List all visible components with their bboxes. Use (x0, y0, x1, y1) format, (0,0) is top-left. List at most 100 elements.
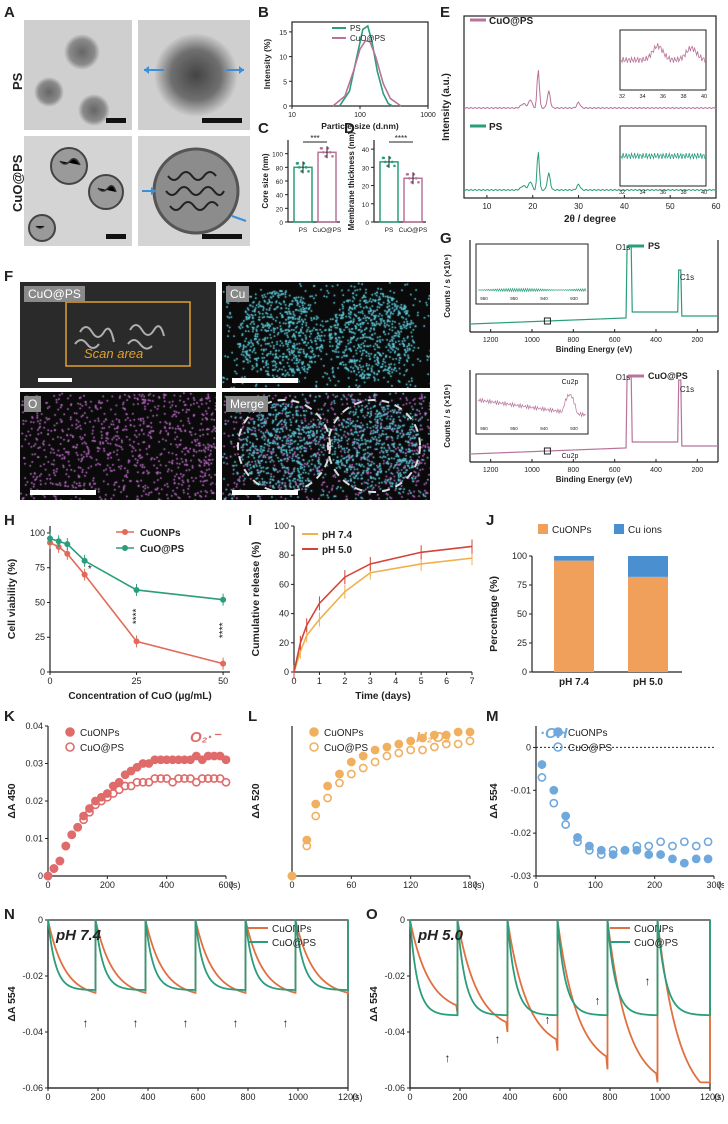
y-tick-label: 0 (283, 104, 287, 111)
x-axis-label: 2θ / degree (564, 214, 617, 225)
inset-tick-label: 960 (480, 296, 488, 301)
sig-label: **** (395, 134, 407, 143)
row-label-cuops: CuO@PS (10, 154, 25, 212)
x-tick-label: 0 (289, 880, 294, 890)
x-tick-label: 400 (650, 337, 662, 344)
data-point (120, 770, 130, 780)
panel-o-letter: O (366, 906, 378, 923)
y-tick-label: 0 (284, 667, 289, 677)
x-tick-label: 6 (444, 676, 449, 686)
x-tick-label: 1200 (483, 337, 499, 344)
legend-label: CuO@PS (489, 16, 534, 27)
data-point (561, 820, 571, 829)
y-tick-label: 30 (362, 165, 370, 172)
arrow-marker: ↑ (445, 1051, 451, 1065)
panel-h-letter: H (4, 512, 15, 529)
legend-label: CuO@PS (80, 743, 124, 754)
x-tick-label: 0 (291, 676, 296, 686)
data-point (296, 162, 300, 165)
tem-cuops-overview (24, 136, 132, 246)
row-label-ps: PS (10, 72, 25, 90)
x-tick-label: 600 (218, 880, 233, 890)
x-tick-label: 60 (712, 202, 721, 211)
panel-m-letter: M (486, 708, 499, 725)
x-tick-label: 400 (159, 880, 174, 890)
data-point (679, 837, 689, 847)
data-point (441, 739, 451, 749)
inset-line (477, 393, 587, 418)
data-point (358, 763, 368, 773)
arrow-marker: ↑ (233, 1016, 239, 1030)
y-axis-label: Cell viability (%) (6, 559, 18, 640)
x-axis-label: Binding Energy (eV) (556, 475, 633, 484)
data-point (441, 730, 451, 740)
data-point (668, 854, 677, 864)
data-point (156, 774, 166, 783)
y-tick-label: 0 (365, 220, 369, 227)
sig-label: **** (132, 608, 143, 624)
x-tick-label: 400 (502, 1092, 517, 1102)
x-tick-label: 200 (691, 337, 703, 344)
arrow-marker: ↑ (495, 1032, 501, 1046)
data-point (91, 800, 100, 810)
x-tick-label: 4 (393, 676, 398, 686)
data-point (679, 858, 689, 868)
data-point (418, 733, 427, 743)
eds-tile-cu: Cu (222, 282, 430, 388)
data-point (180, 774, 189, 783)
data-point (307, 170, 310, 173)
x-tick-label: PS (299, 227, 308, 234)
scale-bar (202, 118, 242, 123)
peak-label: O1s (616, 373, 631, 382)
x-unit-label: (s) (352, 1092, 363, 1102)
x-axis-label: Time (days) (355, 691, 410, 702)
data-point (61, 841, 71, 851)
y-tick-label: 100 (274, 521, 289, 531)
data-point (346, 757, 356, 767)
peak-label: C1s (680, 273, 694, 282)
data-point (429, 730, 439, 740)
y-tick-label: 0 (522, 667, 527, 677)
data-point (73, 822, 83, 832)
data-point (382, 156, 386, 160)
y-tick-label: 20 (362, 184, 370, 191)
legend-marker (553, 742, 563, 752)
data-point (394, 748, 404, 758)
data-point (323, 793, 332, 803)
y-tick-label: -0.01 (510, 785, 531, 795)
y-tick-label: 100 (512, 551, 527, 561)
data-point (220, 596, 227, 603)
species-label: O₂·⁻ (190, 729, 222, 746)
data-point (394, 739, 404, 749)
x-tick-label: 5 (419, 676, 424, 686)
y-axis-label: Intensity (a.u.) (441, 73, 452, 141)
bar (293, 166, 313, 223)
data-point (81, 571, 88, 578)
scale-bar (106, 234, 126, 239)
legend-label: CuO@PS (648, 371, 688, 381)
data-point (691, 854, 701, 864)
peak-label: Cu2p (562, 379, 579, 386)
x-tick-label: 800 (567, 467, 579, 474)
data-point (311, 811, 321, 821)
x-tick-label: 0 (47, 676, 52, 686)
peak-label: Cu2p (562, 453, 579, 460)
sig-label: **** (218, 622, 229, 638)
panel-g-letter: G (440, 230, 452, 247)
x-unit-label: (s) (714, 1092, 725, 1102)
sig-label: * (88, 564, 92, 575)
series-line-CuO@PS (47, 919, 349, 991)
y-tick-label: 40 (362, 147, 370, 154)
inset-tick-label: 36 (660, 94, 666, 100)
data-point (585, 845, 594, 855)
legend-label: CuONPs (80, 728, 119, 739)
y-tick-label: 0 (400, 915, 405, 925)
y-tick-label: 10 (362, 202, 370, 209)
inset-frame (475, 243, 589, 305)
series-line-pH 5.0 (293, 545, 473, 673)
inset-tick-label: 940 (540, 296, 548, 301)
x-tick-label: pH 7.4 (559, 677, 589, 688)
chart-d-membrane: 0 10 20 30 40 PS CuO@PS **** Membrane thickness … (347, 131, 428, 234)
series-line-CuO@PS (469, 375, 718, 455)
